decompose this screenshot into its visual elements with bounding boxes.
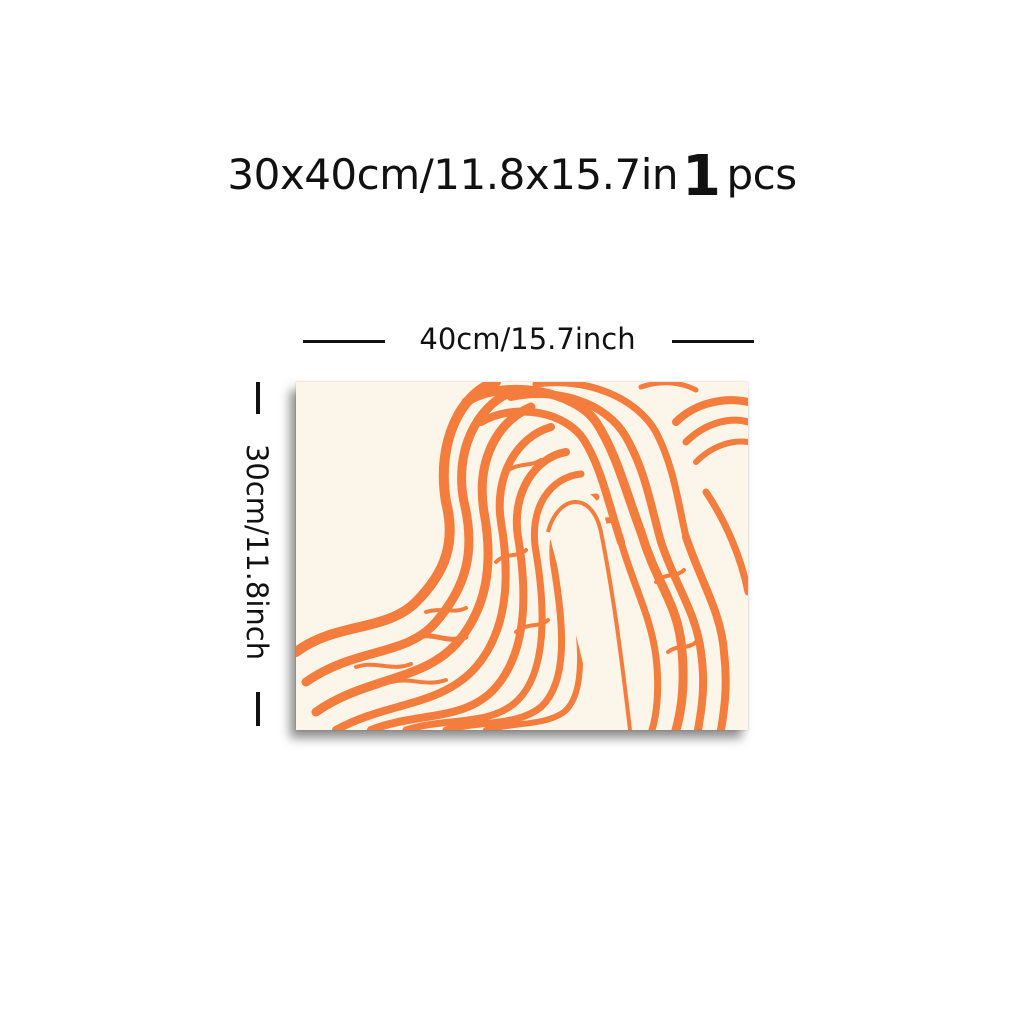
height-bar-top bbox=[256, 382, 260, 414]
quantity-unit: pcs bbox=[726, 150, 797, 199]
height-label: 30cm/11.8inch bbox=[240, 443, 274, 661]
abstract-wave-artwork bbox=[296, 382, 748, 730]
width-bar-right bbox=[672, 340, 754, 343]
headline: 30x40cm/11.8x15.7in1 pcs bbox=[0, 138, 1024, 209]
quantity-number: 1 bbox=[681, 144, 721, 209]
size-text: 30x40cm/11.8x15.7in bbox=[227, 150, 678, 199]
width-label: 40cm/15.7inch bbox=[419, 322, 636, 356]
width-dimension: 40cm/15.7inch bbox=[300, 318, 755, 364]
height-dimension: 30cm/11.8inch bbox=[232, 380, 282, 726]
canvas-print bbox=[296, 382, 748, 730]
width-bar-left bbox=[303, 340, 385, 343]
height-bar-bottom bbox=[256, 692, 260, 726]
